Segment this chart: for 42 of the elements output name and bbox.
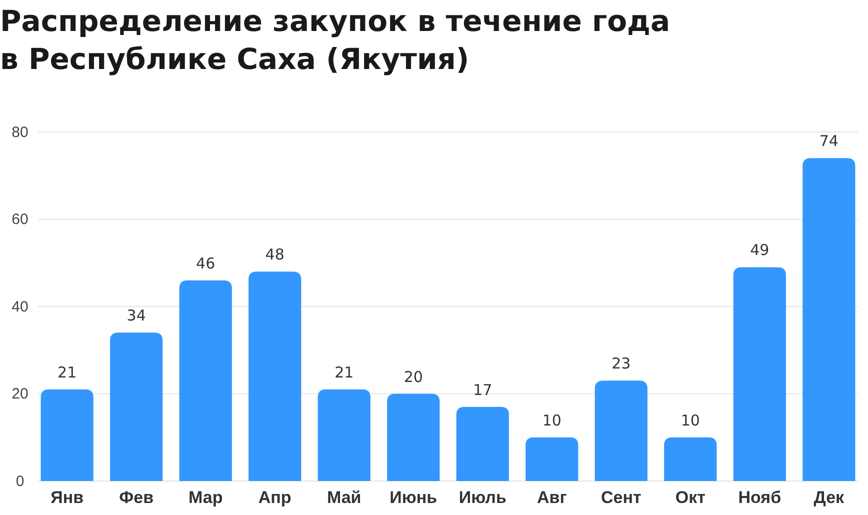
- bar: [456, 406, 509, 481]
- x-tick-label: Июль: [458, 488, 506, 508]
- bar: [179, 280, 232, 481]
- data-label: 48: [265, 246, 284, 264]
- data-label: 17: [473, 380, 492, 399]
- y-tick-label: 60: [12, 211, 28, 228]
- bar: [733, 267, 786, 481]
- data-label: 21: [58, 363, 77, 382]
- data-label: 34: [126, 306, 146, 325]
- x-tick-label: Май: [326, 488, 362, 508]
- x-tick-label: Июнь: [390, 488, 438, 508]
- x-tick-label: Мар: [188, 488, 223, 508]
- bar: [802, 158, 856, 481]
- data-label: 21: [334, 363, 354, 382]
- data-label: 46: [196, 254, 216, 272]
- bar: [664, 437, 717, 481]
- data-label: 20: [404, 368, 423, 386]
- data-label: 49: [750, 241, 770, 260]
- y-tick-label: 40: [12, 298, 28, 316]
- data-label: 74: [819, 132, 838, 150]
- y-tick-label: 80: [12, 124, 28, 141]
- data-label: 10: [542, 411, 562, 430]
- x-tick-label: Авг: [536, 488, 567, 508]
- bar: [318, 389, 370, 481]
- data-label: 10: [680, 411, 700, 430]
- x-tick-label: Нояб: [738, 488, 782, 508]
- bar: [110, 332, 163, 481]
- bar: [248, 272, 302, 481]
- x-tick-label: Дек: [814, 488, 845, 508]
- bar: [526, 437, 578, 481]
- y-tick-label: 20: [12, 386, 28, 403]
- x-tick-label: Окт: [675, 488, 706, 508]
- x-tick-label: Сент: [600, 488, 642, 508]
- x-tick-label: Янв: [50, 488, 84, 508]
- bar: [387, 394, 440, 481]
- bar: [40, 389, 94, 481]
- bar: [594, 380, 648, 481]
- x-tick-label: Апр: [258, 488, 292, 508]
- data-label: 23: [612, 354, 631, 373]
- x-tick-label: Фев: [119, 488, 154, 508]
- chart-title: Распределение закупок в течение года в Республике Саха (Якутия): [0, 4, 670, 76]
- y-tick-label: 0: [16, 472, 24, 490]
